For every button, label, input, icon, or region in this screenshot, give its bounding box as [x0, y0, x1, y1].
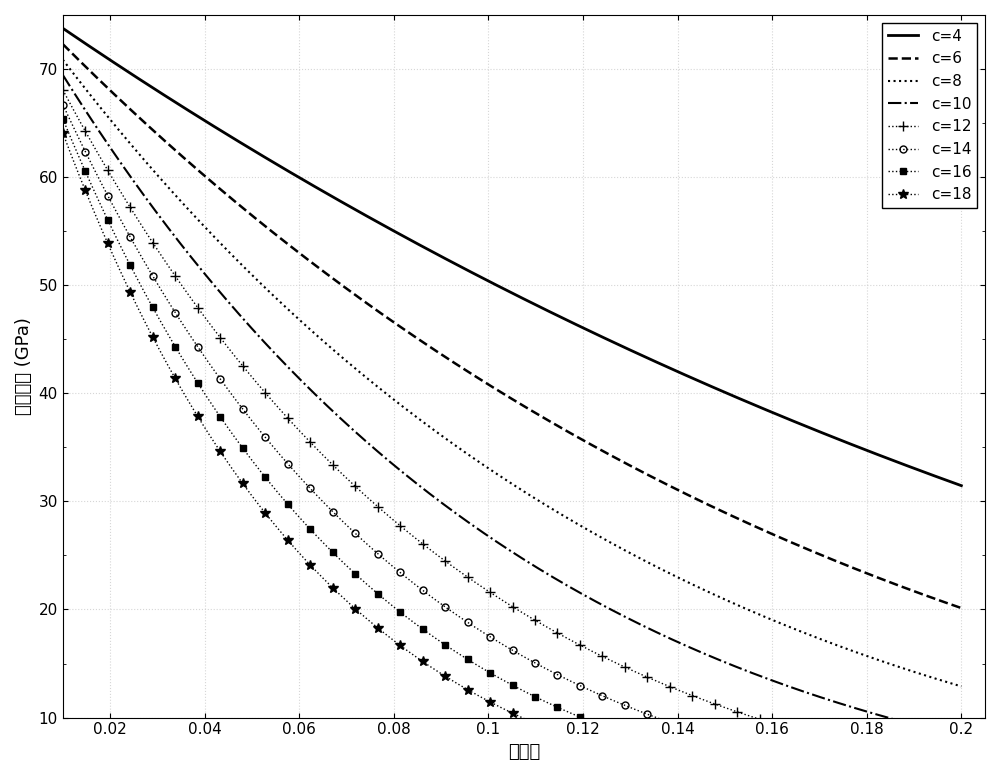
c=18: [420, 659, 432, 668]
c=4: [57, 23, 69, 33]
c=8: [674, 573, 686, 583]
Legend: c=4, c=6, c=8, c=10, c=12, c=14, c=16, c=18: c=4, c=6, c=8, c=10, c=12, c=14, c=16, c…: [882, 23, 977, 208]
c=10: [674, 639, 686, 648]
c=4: [774, 411, 786, 420]
c=18: [453, 680, 465, 689]
c=6: [757, 525, 769, 535]
c=18: [57, 128, 69, 137]
c=12: [955, 764, 967, 773]
c=12: [757, 715, 769, 725]
c=8: [955, 682, 967, 691]
c=18: [674, 767, 686, 776]
c=16: [57, 114, 69, 123]
c=10: [955, 732, 967, 741]
c=4: [149, 85, 161, 94]
c=12: [674, 686, 686, 695]
c=6: [674, 487, 686, 496]
c=4: [757, 404, 769, 414]
c=10: [57, 71, 69, 80]
c=10: [774, 678, 786, 688]
c=8: [757, 611, 769, 621]
Line: c=16: c=16: [59, 116, 965, 776]
Line: c=8: c=8: [63, 60, 961, 687]
c=10: [420, 487, 432, 496]
X-axis label: 孔隙度: 孔隙度: [508, 743, 540, 761]
c=12: [420, 542, 432, 551]
c=4: [420, 244, 432, 253]
c=6: [955, 604, 967, 613]
c=8: [453, 443, 465, 452]
c=12: [453, 566, 465, 575]
c=14: [420, 588, 432, 598]
c=6: [420, 340, 432, 349]
c=10: [757, 673, 769, 682]
c=16: [149, 306, 161, 315]
c=6: [57, 40, 69, 49]
c=16: [453, 649, 465, 658]
c=12: [774, 721, 786, 730]
c=14: [774, 750, 786, 760]
c=10: [149, 205, 161, 214]
c=14: [149, 275, 161, 284]
c=6: [149, 127, 161, 137]
c=8: [149, 167, 161, 176]
c=12: [57, 85, 69, 95]
c=14: [757, 747, 769, 756]
c=16: [674, 747, 686, 757]
Line: c=10: c=10: [63, 75, 961, 736]
c=6: [453, 361, 465, 370]
c=14: [57, 100, 69, 109]
c=8: [774, 618, 786, 628]
Y-axis label: 体积模量 (GPa): 体积模量 (GPa): [15, 317, 33, 415]
c=16: [757, 768, 769, 776]
c=14: [674, 722, 686, 731]
c=14: [453, 611, 465, 621]
c=8: [420, 420, 432, 429]
Line: c=12: c=12: [58, 85, 966, 774]
c=4: [674, 368, 686, 377]
c=16: [774, 771, 786, 776]
c=8: [57, 55, 69, 64]
c=4: [955, 481, 967, 490]
c=12: [149, 241, 161, 250]
Line: c=14: c=14: [59, 101, 965, 776]
c=18: [149, 336, 161, 345]
Line: c=6: c=6: [63, 44, 961, 608]
c=6: [774, 532, 786, 542]
Line: c=18: c=18: [58, 128, 966, 776]
c=16: [420, 627, 432, 636]
c=10: [453, 511, 465, 520]
Line: c=4: c=4: [63, 28, 961, 486]
c=4: [453, 261, 465, 270]
